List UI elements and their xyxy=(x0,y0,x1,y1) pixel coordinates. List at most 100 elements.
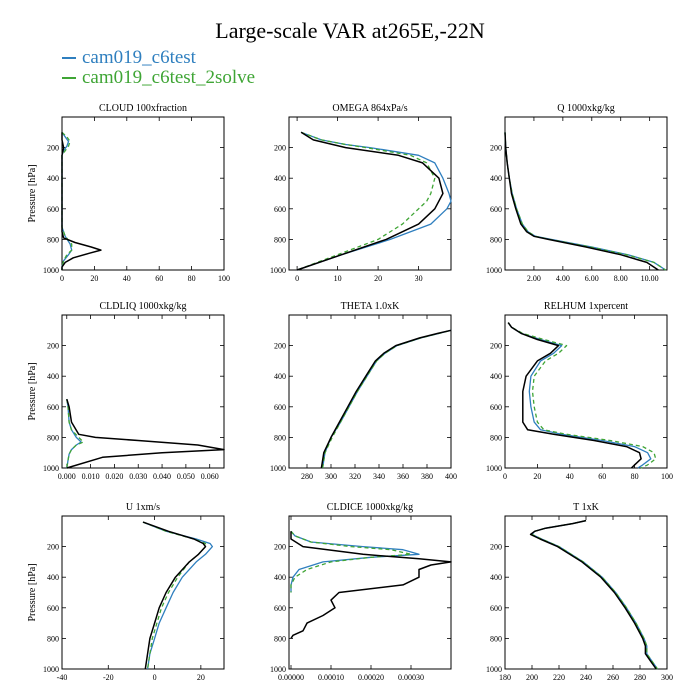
y-tick-label: 1000 xyxy=(43,266,59,275)
x-tick-label: 0 xyxy=(60,274,64,283)
y-axis-label: Pressure [hPa] xyxy=(27,362,38,420)
x-tick-label: 300 xyxy=(661,673,673,682)
plot-frame xyxy=(288,515,452,670)
series-line xyxy=(66,398,225,469)
y-tick-label: 1000 xyxy=(486,665,502,674)
x-tick-label: 0.050 xyxy=(177,472,195,481)
x-tick-label: 40 xyxy=(566,472,574,481)
chart-title: U 1xm/s xyxy=(126,502,160,513)
plot-frame xyxy=(504,515,668,670)
chart-panel: Q 1000xkg/kg 200 400 600 800 1000 2.00 4.00 6.00… xyxy=(486,103,668,283)
y-tick-label: 600 xyxy=(274,604,286,613)
x-tick-label: 0 xyxy=(153,673,157,682)
legend: cam019_c6test cam019_c6test_2solve xyxy=(62,48,255,88)
y-tick-label: 200 xyxy=(47,342,59,351)
x-tick-label: 0.020 xyxy=(105,472,123,481)
x-tick-label: 4.00 xyxy=(556,274,570,283)
y-tick-label: 600 xyxy=(274,205,286,214)
y-tick-label: 600 xyxy=(47,403,59,412)
series-line xyxy=(507,322,652,469)
series-line xyxy=(529,519,657,670)
x-tick-label: 80 xyxy=(188,274,196,283)
series-line xyxy=(504,132,666,271)
chart-title: CLOUD 100xfraction xyxy=(99,103,187,114)
y-tick-label: 400 xyxy=(490,174,502,183)
plot-frame xyxy=(61,116,225,271)
x-tick-label: 8.00 xyxy=(614,274,628,283)
y-tick-label: 800 xyxy=(47,235,59,244)
legend-swatch xyxy=(62,57,76,59)
x-tick-label: 0.00010 xyxy=(318,673,344,682)
y-tick-label: 200 xyxy=(490,144,502,153)
y-tick-label: 200 xyxy=(274,144,286,153)
x-tick-label: 340 xyxy=(373,472,385,481)
y-tick-label: 400 xyxy=(47,174,59,183)
x-tick-label: -40 xyxy=(57,673,68,682)
x-tick-label: 2.00 xyxy=(527,274,541,283)
series-line xyxy=(61,132,102,270)
series-line xyxy=(507,322,642,469)
y-tick-label: 1000 xyxy=(486,464,502,473)
y-tick-label: 400 xyxy=(274,174,286,183)
chart-title: T 1xK xyxy=(573,502,599,513)
y-tick-label: 400 xyxy=(274,573,286,582)
y-tick-label: 800 xyxy=(47,634,59,643)
y-tick-label: 800 xyxy=(490,433,502,442)
plot-frame xyxy=(504,116,668,271)
x-tick-label: 200 xyxy=(526,673,538,682)
y-tick-label: 1000 xyxy=(486,266,502,275)
figure-title: Large-scale VAR at265E,-22N xyxy=(215,18,485,43)
chart-title: Q 1000xkg/kg xyxy=(557,103,615,114)
x-tick-label: 0.040 xyxy=(153,472,171,481)
x-tick-label: 240 xyxy=(580,673,592,682)
chart-title: RELHUM 1xpercent xyxy=(544,301,628,312)
legend-swatch xyxy=(62,77,76,79)
series-line xyxy=(66,398,82,469)
y-tick-label: 200 xyxy=(47,543,59,552)
y-tick-label: 800 xyxy=(490,235,502,244)
x-tick-label: 20 xyxy=(90,274,98,283)
y-tick-label: 800 xyxy=(47,433,59,442)
plot-frame xyxy=(61,515,225,670)
x-tick-label: 60 xyxy=(155,274,163,283)
chart-panel: THETA 1.0xK 200 400 600 800 1000 280 300 320 340 3… xyxy=(270,301,457,481)
y-tick-label: 600 xyxy=(490,403,502,412)
y-tick-label: 1000 xyxy=(270,464,286,473)
plot-frame xyxy=(288,116,452,271)
x-tick-label: 10 xyxy=(334,274,342,283)
x-tick-label: 60 xyxy=(598,472,606,481)
x-tick-label: 30 xyxy=(415,274,423,283)
series-line xyxy=(61,131,73,270)
series-line xyxy=(296,131,452,271)
x-tick-label: 100 xyxy=(661,472,673,481)
chart-title: CLDLIQ 1000xkg/kg xyxy=(100,301,187,312)
x-tick-label: 80 xyxy=(631,472,639,481)
series-line xyxy=(504,132,659,271)
x-tick-label: 400 xyxy=(445,472,457,481)
x-tick-label: 20 xyxy=(197,673,205,682)
y-tick-label: 600 xyxy=(490,604,502,613)
series-line xyxy=(142,521,207,670)
y-tick-label: 1000 xyxy=(270,665,286,674)
y-axis-label: Pressure [hPa] xyxy=(27,563,38,621)
x-tick-label: -20 xyxy=(103,673,114,682)
series-line xyxy=(142,521,214,670)
series-line xyxy=(290,530,420,593)
x-tick-label: 300 xyxy=(325,472,337,481)
y-tick-label: 1000 xyxy=(43,464,59,473)
x-tick-label: 280 xyxy=(634,673,646,682)
x-tick-label: 6.00 xyxy=(585,274,599,283)
chart-title: CLDICE 1000xkg/kg xyxy=(327,502,413,513)
series-line xyxy=(290,530,412,593)
x-tick-label: 0 xyxy=(503,472,507,481)
x-tick-label: 0.030 xyxy=(129,472,147,481)
series-line xyxy=(531,519,659,670)
x-tick-label: 220 xyxy=(553,673,565,682)
x-tick-label: 0.00020 xyxy=(358,673,384,682)
x-tick-label: 0 xyxy=(295,274,299,283)
y-tick-label: 200 xyxy=(490,342,502,351)
legend-label: cam019_c6test_2solve xyxy=(82,67,256,88)
plot-frame xyxy=(504,314,668,469)
